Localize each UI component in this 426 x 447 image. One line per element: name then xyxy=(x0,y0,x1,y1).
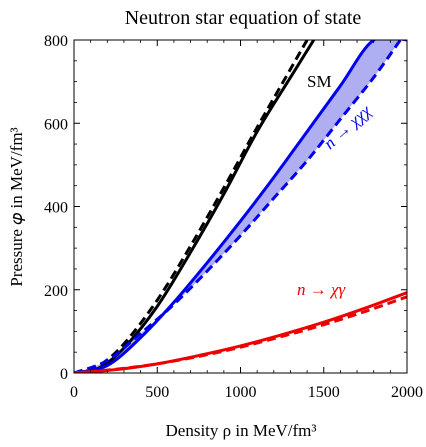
x-tick-label: 1000 xyxy=(225,384,257,401)
series-line-1 xyxy=(74,40,309,373)
x-axis-title: Density ρ in MeV/fm³ xyxy=(166,421,317,440)
x-tick-label: 0 xyxy=(70,384,78,401)
x-tick-label: 1500 xyxy=(308,384,340,401)
band-0 xyxy=(74,40,407,373)
y-tick-label: 0 xyxy=(60,366,68,383)
y-tick-label: 800 xyxy=(44,33,68,50)
x-tick-label: 2000 xyxy=(391,384,423,401)
series-line-4 xyxy=(74,291,407,373)
annotation-xgamma: n → χγ xyxy=(297,280,346,299)
series-line-0 xyxy=(74,40,316,373)
annotation-sm: SM xyxy=(307,72,332,91)
series-line-3 xyxy=(74,40,402,373)
series-line-5 xyxy=(74,295,407,373)
x-tick-label: 500 xyxy=(145,384,169,401)
y-tick-label: 200 xyxy=(44,283,68,300)
tick-layer: 0 500 1000 1500 2000 0 200 400 600 800 xyxy=(44,33,423,401)
y-tick-label: 400 xyxy=(44,200,68,217)
y-axis-title: Pressure 𝜑 in MeV/fm³ xyxy=(7,127,26,286)
series-layer xyxy=(74,40,407,373)
band-layer xyxy=(74,40,407,373)
chart-title: Neutron star equation of state xyxy=(125,7,362,29)
series-line-2 xyxy=(74,40,407,373)
y-tick-label: 600 xyxy=(44,116,68,133)
